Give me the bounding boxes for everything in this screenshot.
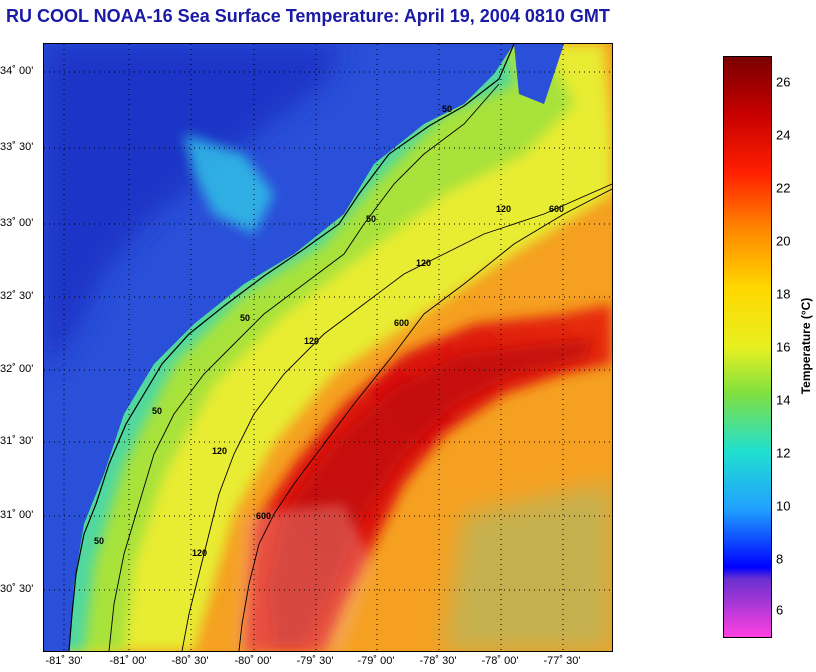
contour-120: [181, 183, 612, 651]
contour-label: 50: [442, 104, 452, 114]
contour-label: 50: [240, 313, 250, 323]
contour-label: 50: [152, 406, 162, 416]
contour-label: 50: [366, 214, 376, 224]
lon-label: -79˚ 30': [296, 655, 334, 667]
lat-label: 32˚ 00': [0, 363, 34, 375]
lat-label: 32˚ 30': [0, 290, 34, 302]
cape-land: [514, 44, 564, 104]
lon-label: -78˚ 00': [481, 655, 519, 667]
lat-label: 34˚ 00': [0, 65, 34, 77]
lat-label: 33˚ 00': [0, 217, 34, 229]
map-title: RU COOL NOAA-16 Sea Surface Temperature:…: [6, 6, 610, 26]
inland-area: [44, 44, 344, 374]
contour-label: 50: [94, 536, 104, 546]
contour-label: 600: [256, 511, 271, 521]
contour-label: 120: [212, 446, 227, 456]
lon-label: -78˚ 30': [419, 655, 457, 667]
coastline: [68, 44, 515, 651]
lon-label: -79˚ 00': [357, 655, 395, 667]
colorbar-tick: 6: [776, 602, 784, 618]
cloud-patch: [234, 504, 374, 651]
colorbar-tick: 26: [776, 74, 791, 90]
colorbar-gradient: [724, 57, 771, 637]
colorbar-tick: 10: [776, 498, 791, 514]
contour-50: [108, 83, 500, 651]
graticule: [44, 44, 612, 651]
contour-label: 120: [416, 258, 431, 268]
lon-label: -80˚ 00': [234, 655, 272, 667]
contour-label: 120: [304, 336, 319, 346]
colorbar-tick: 14: [776, 392, 791, 408]
cool-patch: [444, 484, 612, 651]
contour-label: 120: [496, 204, 511, 214]
colorbar-tick: 12: [776, 445, 791, 461]
lat-label: 31˚ 30': [0, 435, 34, 447]
sst-map[interactable]: 50 50 50 50 50 120 120 120 120 120 600 6…: [43, 43, 613, 652]
colorbar-tick: 20: [776, 233, 791, 249]
colorbar-tick: 22: [776, 180, 791, 196]
lon-label: -80˚ 30': [171, 655, 209, 667]
lat-label: 31˚ 00': [0, 509, 34, 521]
colorbar-title: Temperature (°C): [799, 297, 813, 395]
contour-label: 600: [549, 204, 564, 214]
contour-600: [238, 188, 612, 651]
lat-label: 30˚ 30': [0, 583, 34, 595]
inland-lake: [184, 134, 274, 234]
lon-label: -81˚ 00': [109, 655, 147, 667]
colorbar-tick: 18: [776, 286, 791, 302]
lon-label: -77˚ 30': [543, 655, 581, 667]
contour-label: 600: [394, 318, 409, 328]
colorbar-tick: 8: [776, 551, 784, 567]
lon-label: -81˚ 30': [45, 655, 83, 667]
temperature-colorbar: [723, 56, 772, 638]
colorbar-tick: 16: [776, 339, 791, 355]
sst-map-canvas: 50 50 50 50 50 120 120 120 120 120 600 6…: [44, 44, 612, 651]
contour-label: 120: [192, 548, 207, 558]
colorbar-tick: 24: [776, 127, 791, 143]
lat-label: 33˚ 30': [0, 141, 34, 153]
